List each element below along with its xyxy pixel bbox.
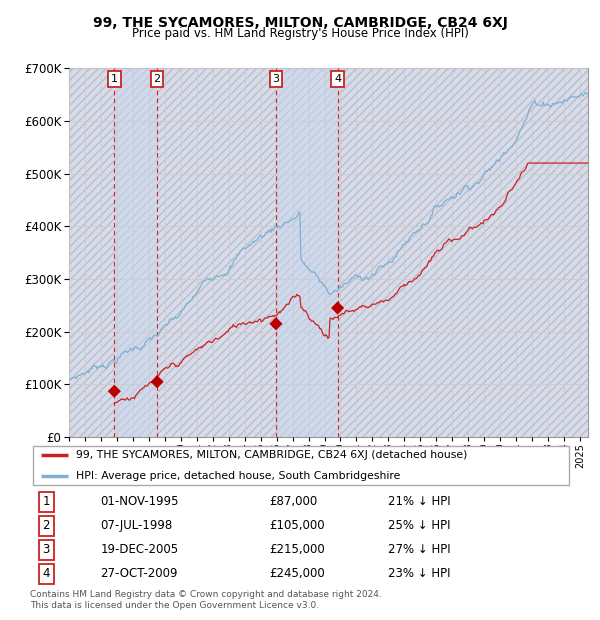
Text: 3: 3 (272, 74, 280, 84)
Text: 4: 4 (43, 567, 50, 580)
Text: 01-NOV-1995: 01-NOV-1995 (101, 495, 179, 508)
Text: HPI: Average price, detached house, South Cambridgeshire: HPI: Average price, detached house, Sout… (76, 471, 401, 481)
Text: £105,000: £105,000 (269, 520, 325, 533)
Text: 25% ↓ HPI: 25% ↓ HPI (388, 520, 451, 533)
Text: £215,000: £215,000 (269, 543, 325, 556)
Text: 99, THE SYCAMORES, MILTON, CAMBRIDGE, CB24 6XJ: 99, THE SYCAMORES, MILTON, CAMBRIDGE, CB… (92, 16, 508, 30)
Text: 19-DEC-2005: 19-DEC-2005 (101, 543, 179, 556)
Point (271, 319, 281, 329)
Text: 4: 4 (334, 74, 341, 84)
Text: 23% ↓ HPI: 23% ↓ HPI (388, 567, 451, 580)
Bar (276, 68, 338, 437)
Text: 07-JUL-1998: 07-JUL-1998 (101, 520, 173, 533)
Text: 1: 1 (111, 74, 118, 84)
Text: 27% ↓ HPI: 27% ↓ HPI (388, 543, 451, 556)
Text: Contains HM Land Registry data © Crown copyright and database right 2024.
This d: Contains HM Land Registry data © Crown c… (30, 590, 382, 609)
Text: £87,000: £87,000 (269, 495, 317, 508)
Text: 3: 3 (43, 543, 50, 556)
Text: 99, THE SYCAMORES, MILTON, CAMBRIDGE, CB24 6XJ (detached house): 99, THE SYCAMORES, MILTON, CAMBRIDGE, CB… (76, 450, 467, 460)
Point (152, 377, 162, 387)
Text: 21% ↓ HPI: 21% ↓ HPI (388, 495, 451, 508)
FancyBboxPatch shape (33, 446, 569, 485)
Bar (115, 68, 157, 437)
Point (110, 386, 119, 396)
Text: Price paid vs. HM Land Registry's House Price Index (HPI): Price paid vs. HM Land Registry's House … (131, 27, 469, 40)
Text: £245,000: £245,000 (269, 567, 325, 580)
Text: 1: 1 (43, 495, 50, 508)
Text: 27-OCT-2009: 27-OCT-2009 (101, 567, 178, 580)
Point (333, 303, 343, 313)
Text: 2: 2 (154, 74, 161, 84)
Text: 2: 2 (43, 520, 50, 533)
